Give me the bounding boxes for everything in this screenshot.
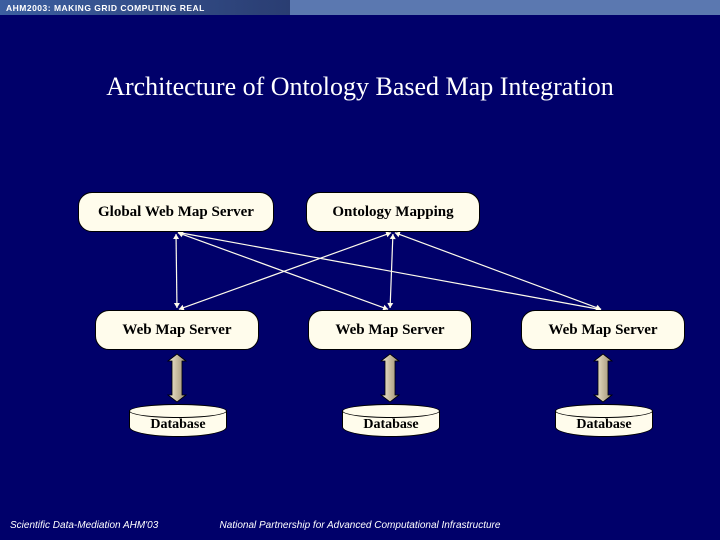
database-db2: Database [342,404,440,444]
header-left: AHM2003: MAKING GRID COMPUTING REAL [0,0,290,15]
slide: AHM2003: MAKING GRID COMPUTING REAL Arch… [0,0,720,540]
node-wms1: Web Map Server [95,310,259,350]
database-db3: Database [555,404,653,444]
node-ontmap: Ontology Mapping [306,192,480,232]
slide-title: Architecture of Ontology Based Map Integ… [0,72,720,102]
header-bar: AHM2003: MAKING GRID COMPUTING REAL [0,0,720,15]
node-wms2: Web Map Server [308,310,472,350]
footer-center: National Partnership for Advanced Comput… [0,520,720,531]
database-label: Database [555,417,653,433]
node-global: Global Web Map Server [78,192,274,232]
database-label: Database [342,417,440,433]
database-db1: Database [129,404,227,444]
header-left-text: AHM2003: MAKING GRID COMPUTING REAL [6,3,205,13]
database-label: Database [129,417,227,433]
node-wms3: Web Map Server [521,310,685,350]
header-right [290,0,720,15]
